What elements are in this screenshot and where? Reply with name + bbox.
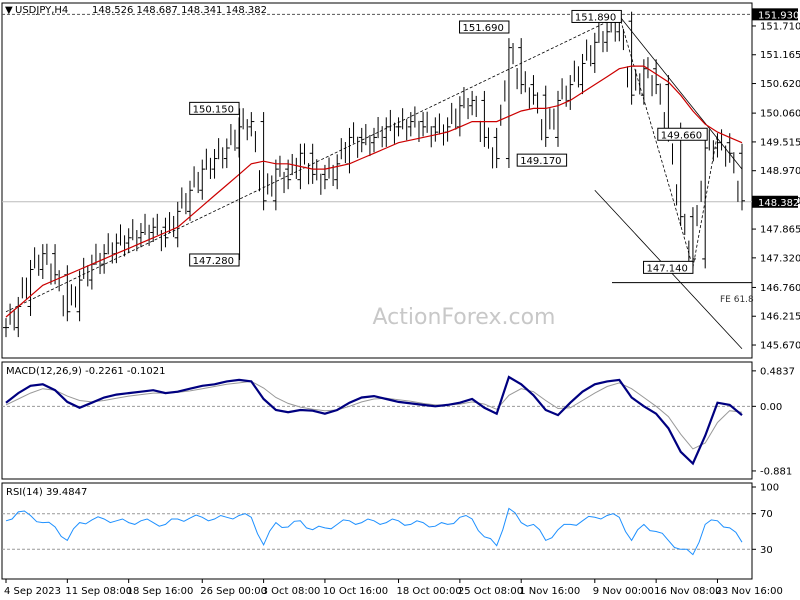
macd-y-tick-label: -0.881 bbox=[760, 466, 792, 477]
x-tick-label: 10 Oct 16:00 bbox=[323, 586, 388, 597]
price-y-tick-label: 147.865 bbox=[760, 225, 800, 236]
x-tick-label: 26 Sep 00:00 bbox=[200, 586, 267, 597]
symbol-label: USDJPY,H4 bbox=[15, 5, 68, 16]
zigzag-down bbox=[618, 15, 694, 268]
macd-layer: 0.4837 0.00 -0.881 bbox=[2, 366, 795, 477]
top-level-label: 151.930 bbox=[758, 10, 799, 21]
ohlc-readout: 148.526 148.687 148.341 148.382 bbox=[92, 5, 267, 16]
moving-average-line bbox=[5, 65, 743, 318]
x-tick-label: 23 Nov 16:00 bbox=[715, 586, 782, 597]
macd-line bbox=[5, 375, 743, 466]
price-annotation-label: 147.280 bbox=[193, 256, 234, 267]
price-y-tick-label: 148.970 bbox=[760, 166, 800, 177]
price-annotation-label: 147.140 bbox=[647, 263, 688, 274]
price-annotation-label: 151.890 bbox=[575, 12, 616, 23]
x-tick-label: 1 Nov 16:00 bbox=[519, 586, 580, 597]
x-tick-label: 16 Nov 08:00 bbox=[654, 586, 721, 597]
price-annotation-label: 150.150 bbox=[193, 104, 234, 115]
fe-label: FE 61.8 bbox=[720, 295, 754, 305]
price-layer: 151.710 151.165 150.620 150.060 149.515 148.9… bbox=[2, 8, 800, 352]
price-y-tick-label: 150.620 bbox=[760, 79, 800, 90]
chart-header-triangle-icon: ▼ bbox=[5, 5, 13, 16]
rsi-panel bbox=[1, 482, 753, 580]
price-annotation-box bbox=[459, 20, 510, 34]
x-tick-label: 4 Sep 2023 bbox=[4, 586, 61, 597]
rsi-y-tick-label: 30 bbox=[760, 545, 773, 556]
rsi-layer: 100 70 30 bbox=[2, 483, 779, 556]
price-annotation-label: 151.690 bbox=[463, 23, 504, 34]
price-annotation-box bbox=[643, 260, 694, 274]
price-panel bbox=[1, 2, 753, 359]
price-y-tick-label: 150.060 bbox=[760, 109, 800, 120]
x-tick-label: 3 Oct 08:00 bbox=[262, 586, 321, 597]
rsi-line bbox=[5, 507, 743, 556]
price-y-tick-label: 146.215 bbox=[760, 312, 800, 323]
x-tick-label: 9 Nov 00:00 bbox=[593, 586, 654, 597]
watermark: ActionForex.com bbox=[373, 305, 556, 330]
price-annotation-box bbox=[516, 153, 568, 167]
price-annotation-box bbox=[657, 127, 708, 141]
price-y-tick-label: 151.165 bbox=[760, 50, 800, 61]
x-tick-label: 18 Oct 00:00 bbox=[397, 586, 462, 597]
last-price-tag bbox=[752, 195, 798, 208]
x-tick-label: 11 Sep 08:00 bbox=[65, 586, 132, 597]
rsi-y-tick-label: 70 bbox=[760, 509, 773, 520]
price-y-tick-label: 147.320 bbox=[760, 253, 800, 264]
price-annotation-box bbox=[571, 9, 622, 23]
macd-y-tick-label: 0.00 bbox=[760, 402, 782, 413]
rsi-header: RSI(14) 39.4847 bbox=[6, 487, 87, 498]
rsi-y-tick-label: 100 bbox=[760, 483, 779, 494]
price-y-tick-label: 145.670 bbox=[760, 341, 800, 352]
price-y-tick-label: 149.515 bbox=[760, 137, 800, 148]
x-tick-label: 18 Sep 16:00 bbox=[127, 586, 194, 597]
macd-panel bbox=[1, 361, 753, 480]
price-annotation-label: 149.660 bbox=[661, 130, 702, 141]
price-y-tick-label: 151.710 bbox=[760, 21, 800, 32]
macd-y-tick-label: 0.4837 bbox=[760, 366, 795, 377]
macd-header: MACD(12,26,9) -0.2261 -0.1021 bbox=[6, 366, 166, 377]
top-level-tag bbox=[752, 8, 798, 21]
price-annotation-label: 149.170 bbox=[520, 156, 561, 167]
price-y-tick-label: 146.760 bbox=[760, 283, 800, 294]
last-price-label: 148.382 bbox=[758, 198, 799, 209]
x-tick-label: 25 Oct 08:00 bbox=[458, 586, 523, 597]
macd-signal-line bbox=[5, 380, 743, 450]
